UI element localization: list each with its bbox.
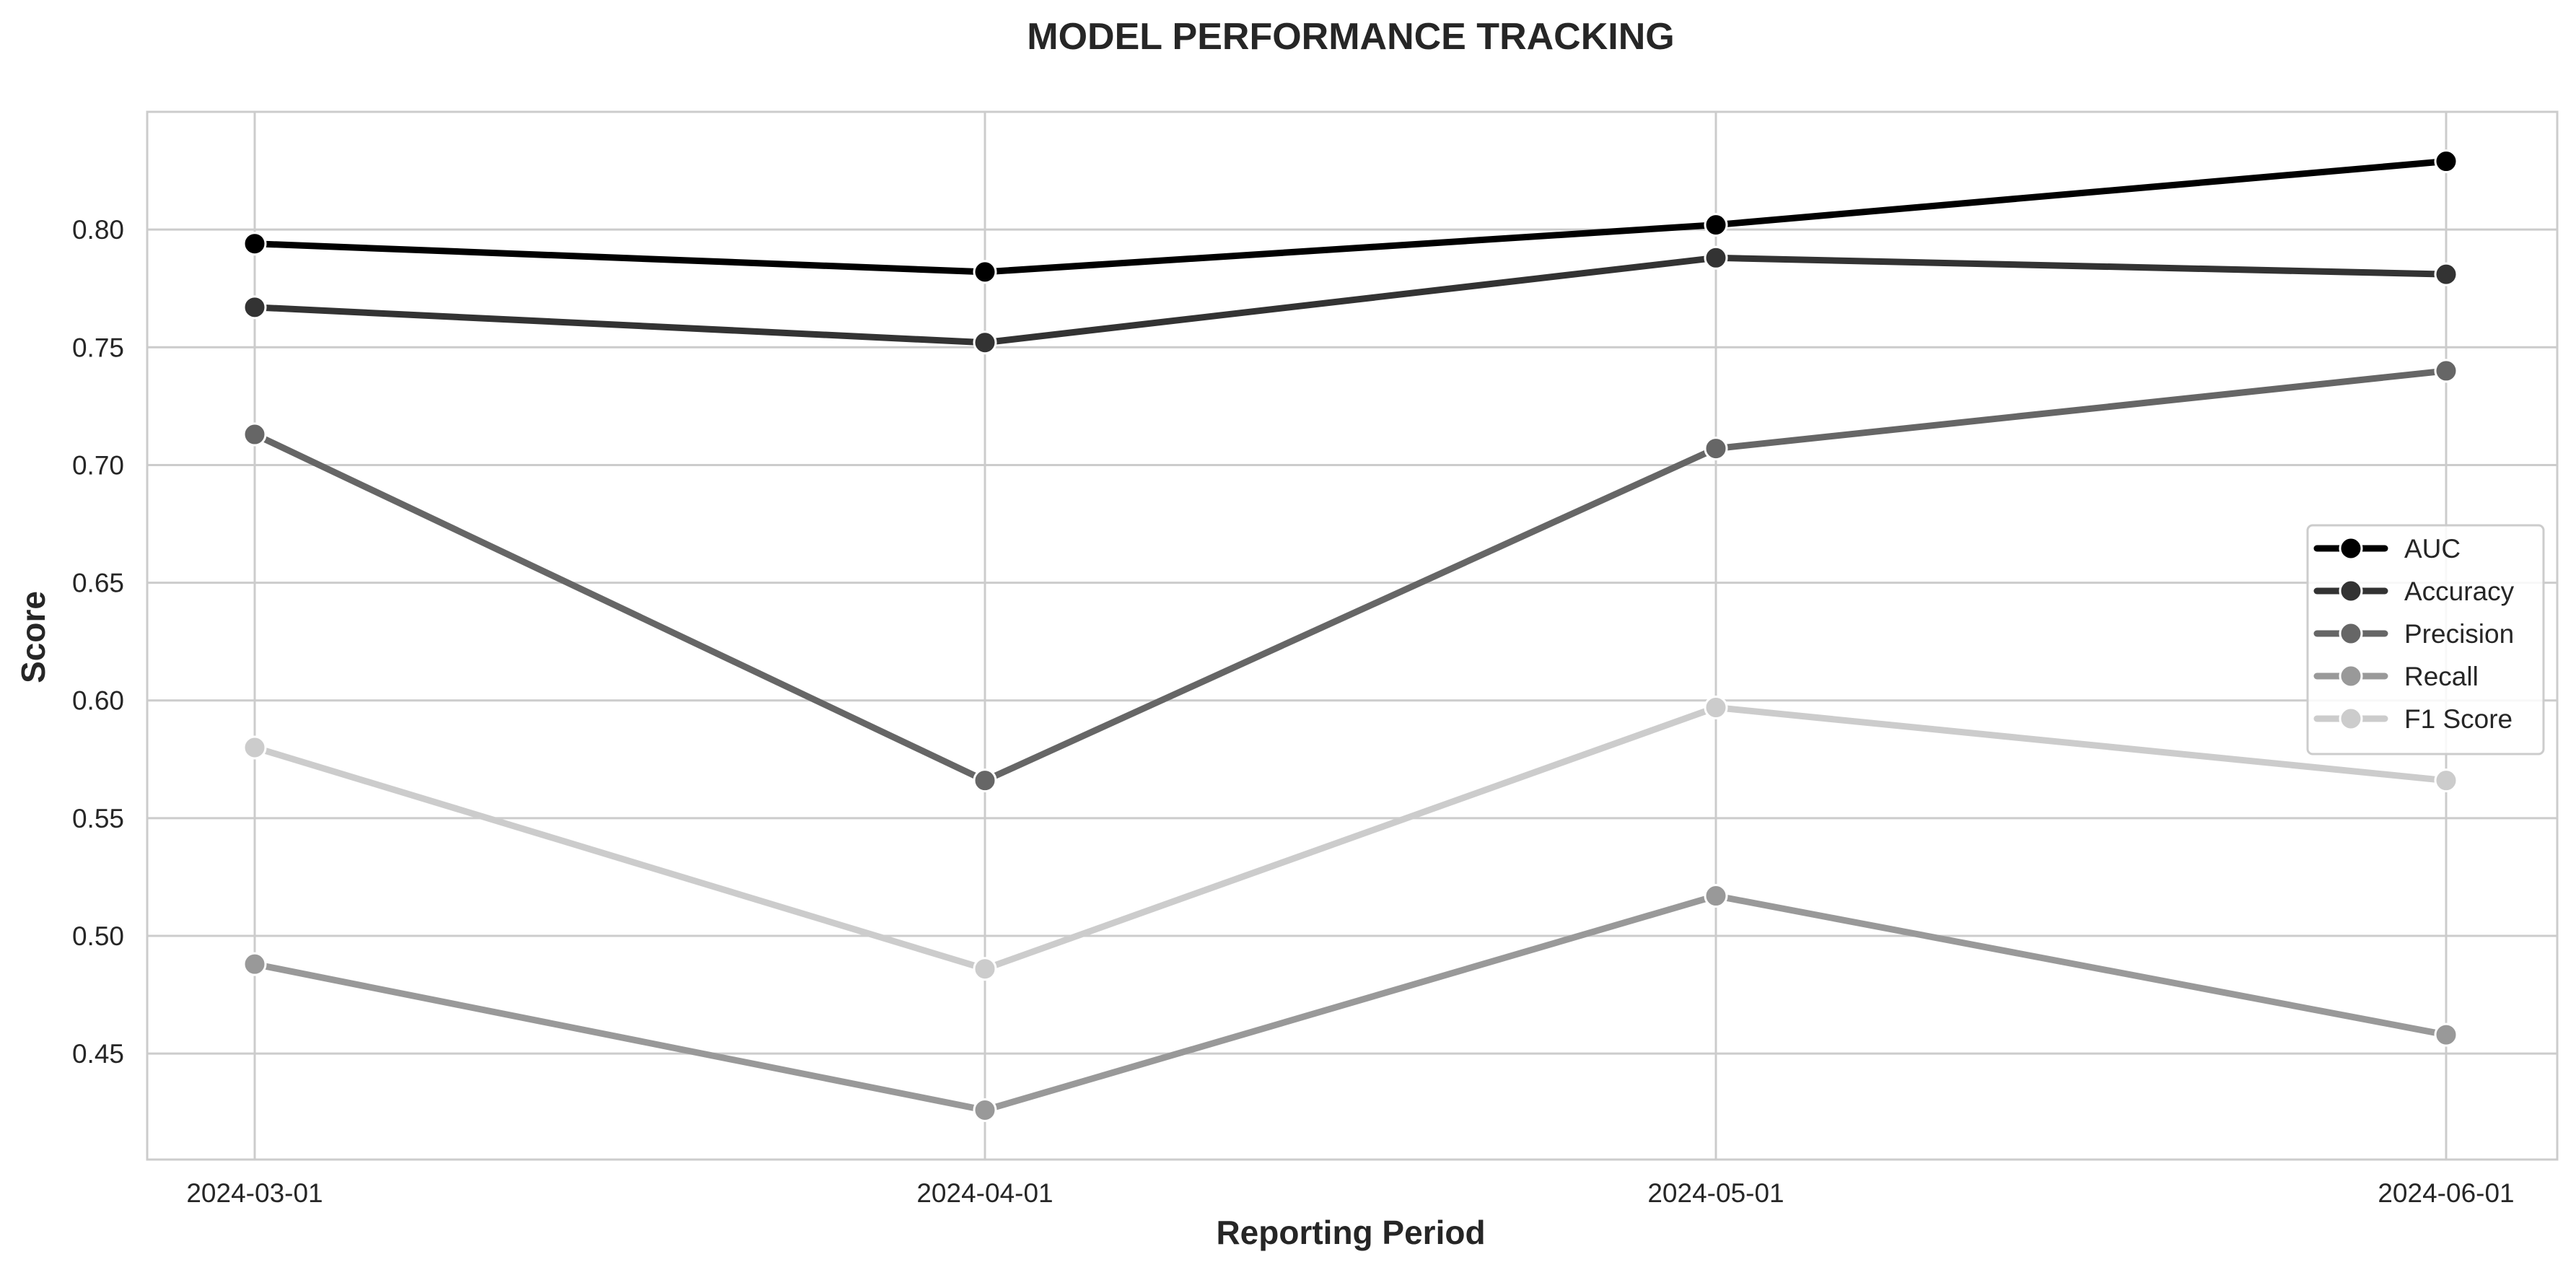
data-point [2434, 262, 2458, 286]
legend-label: AUC [2404, 534, 2461, 564]
legend-item: F1 Score [2313, 704, 2513, 734]
data-point [242, 422, 267, 447]
series-recall [242, 884, 2458, 1122]
y-tick-label: 0.75 [72, 333, 124, 362]
legend-label: Precision [2404, 619, 2514, 649]
legend-box [2306, 524, 2545, 755]
data-point [1704, 437, 1728, 461]
data-point [242, 295, 267, 320]
y-tick-label: 0.50 [72, 921, 124, 951]
series-line [251, 158, 2450, 276]
y-axis-label: Score [14, 591, 52, 683]
y-axis-ticks: 0.45 0.50 0.55 0.60 0.65 0.70 0.75 0.80 [72, 215, 124, 1069]
data-point [242, 952, 267, 976]
y-tick-label: 0.80 [72, 215, 124, 245]
legend-swatch-marker [2339, 579, 2363, 603]
series-auc [242, 149, 2458, 284]
x-axis-ticks: 2024-03-01 2024-04-01 2024-05-01 2024-06-01 [186, 1178, 2514, 1208]
x-tick-label: 2024-05-01 [1647, 1178, 1784, 1208]
data-point [1704, 213, 1728, 237]
legend-swatch-marker [2339, 706, 2363, 731]
y-tick-label: 0.45 [72, 1039, 124, 1069]
legend-label: Accuracy [2404, 577, 2515, 606]
legend-item: AUC [2313, 534, 2461, 564]
data-point [1704, 696, 1728, 720]
data-point [1704, 884, 1728, 908]
series-precision [242, 359, 2458, 793]
y-tick-label: 0.70 [72, 450, 124, 480]
legend-label: Recall [2404, 662, 2479, 691]
legend-label: F1 Score [2404, 704, 2513, 734]
legend-item: Recall [2313, 662, 2479, 691]
data-point [2434, 149, 2458, 174]
legend-item: Accuracy [2313, 577, 2515, 606]
data-point [2434, 768, 2458, 793]
plot-area-frame [146, 110, 2559, 1161]
series-line [251, 893, 2450, 1113]
grid [147, 112, 2557, 1160]
x-tick-label: 2024-04-01 [916, 1178, 1053, 1208]
series-line [251, 254, 2450, 346]
data-point [1704, 245, 1728, 270]
x-axis-label: Reporting Period [1216, 1214, 1485, 1251]
series-line [251, 704, 2450, 973]
data-point [973, 1097, 997, 1122]
chart-title: MODEL PERFORMANCE TRACKING [1027, 16, 1674, 58]
data-point [242, 232, 267, 256]
legend-swatch-marker [2339, 536, 2363, 561]
y-tick-label: 0.60 [72, 686, 124, 716]
data-point [973, 260, 997, 284]
y-tick-label: 0.65 [72, 569, 124, 598]
data-point [242, 735, 267, 760]
x-tick-label: 2024-06-01 [2378, 1178, 2514, 1208]
series-accuracy [242, 245, 2458, 355]
legend-swatch-marker [2339, 621, 2363, 646]
data-point [2434, 359, 2458, 383]
series-f1-score [242, 696, 2458, 981]
x-tick-label: 2024-03-01 [186, 1178, 323, 1208]
legend: AUC Accuracy Precision Recall F1 Score [2306, 524, 2545, 755]
y-tick-label: 0.55 [72, 804, 124, 833]
series-lines [242, 149, 2458, 1122]
data-point [973, 957, 997, 981]
data-point [973, 768, 997, 793]
data-point [973, 330, 997, 355]
series-line [251, 367, 2450, 784]
legend-item: Precision [2313, 619, 2514, 649]
data-point [2434, 1022, 2458, 1047]
legend-swatch-marker [2339, 664, 2363, 688]
